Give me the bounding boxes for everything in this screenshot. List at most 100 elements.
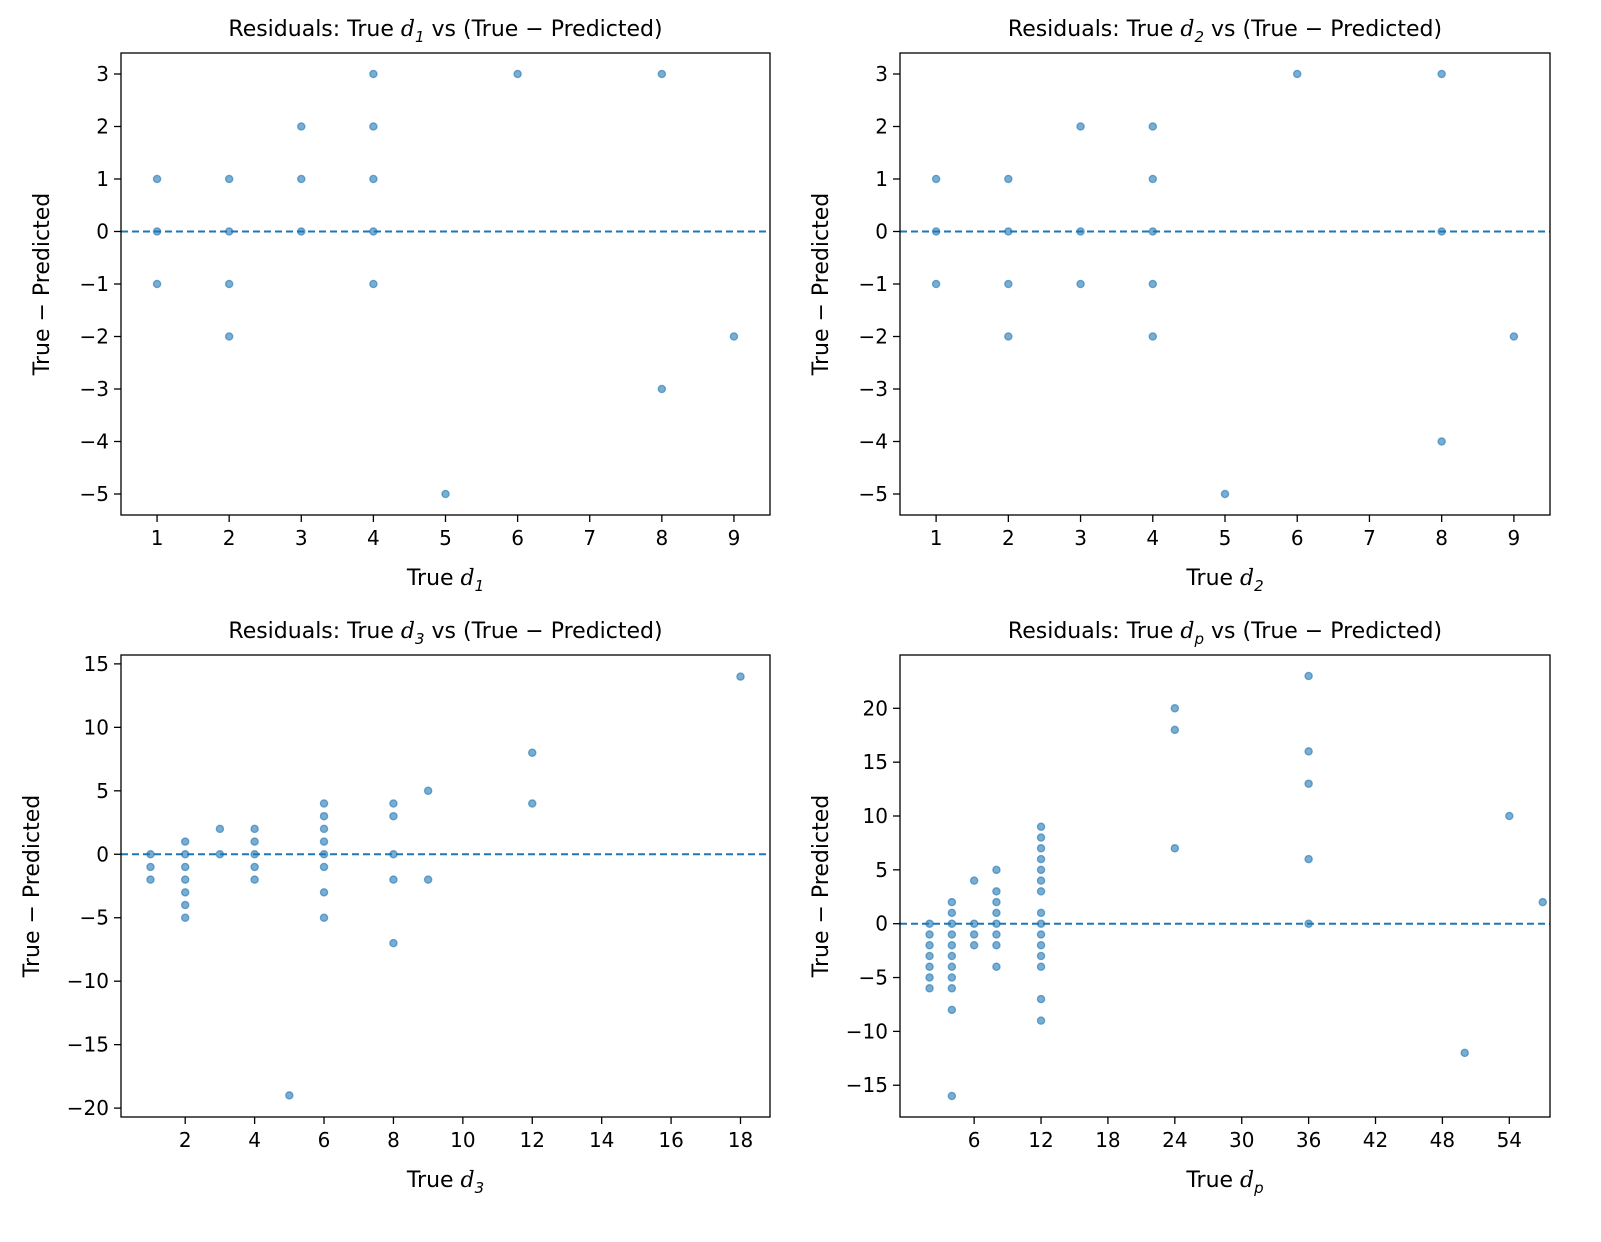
data-point <box>992 887 1001 896</box>
chart-title-variable: d <box>401 17 415 42</box>
chart-title-prefix: Residuals: True <box>1008 17 1181 42</box>
data-point <box>947 919 957 928</box>
chart-title-suffix: vs (True − Predicted) <box>1204 619 1442 644</box>
axes-frame <box>899 52 1551 516</box>
x-tick-label: 54 <box>1497 1128 1522 1152</box>
data-point <box>925 951 934 961</box>
y-tick-label: −1 <box>80 272 109 296</box>
data-point <box>992 940 1001 950</box>
data-point <box>369 279 378 289</box>
chart-title-variable: d <box>1180 17 1194 42</box>
data-point <box>215 824 225 834</box>
x-tick-label: 5 <box>1219 526 1232 550</box>
data-point <box>250 837 259 846</box>
chart-title-variable: d <box>401 619 415 644</box>
x-axis-label-subscript: 3 <box>475 1179 485 1197</box>
data-point <box>1036 822 1046 832</box>
x-tick-label: 2 <box>223 526 236 550</box>
y-tick-label: −3 <box>80 377 109 401</box>
x-tick-label: 6 <box>511 526 524 550</box>
data-point <box>931 279 941 289</box>
data-point <box>369 174 378 184</box>
data-point <box>180 888 190 897</box>
y-tick-label: −3 <box>859 377 888 401</box>
data-point <box>1460 1048 1469 1058</box>
data-point <box>1036 919 1046 928</box>
data-point <box>1304 747 1313 756</box>
data-point <box>925 962 934 972</box>
x-axis-label-prefix: True <box>406 566 461 591</box>
data-point <box>1036 962 1046 972</box>
data-point <box>947 962 957 972</box>
chart-title: Residuals: True d2 vs (True − Predicted) <box>1008 17 1442 46</box>
x-tick-label: 10 <box>450 1128 475 1152</box>
y-axis-label: True − Predicted <box>30 193 55 376</box>
chart-title-subscript: p <box>1194 630 1205 648</box>
chart-title-suffix: vs (True − Predicted) <box>1204 17 1442 42</box>
x-axis-label: True dp <box>1185 1168 1263 1197</box>
x-tick-label: 8 <box>387 1128 400 1152</box>
data-point <box>319 862 329 872</box>
data-point <box>1004 279 1013 289</box>
chart-panel-1: 1 2 3 4 5 6 7 8 9 −5 −4 −3 −2 −1 0 1 2 3 Residuals: True d… <box>30 17 771 595</box>
x-tick-label: 30 <box>1229 1128 1254 1152</box>
data-point <box>1036 940 1046 950</box>
x-axis-label-subscript: p <box>1253 1179 1264 1197</box>
data-point <box>1292 69 1302 79</box>
chart-title-variable: d <box>1180 619 1194 644</box>
chart-title-prefix: Residuals: True <box>228 619 401 644</box>
data-point <box>1304 854 1313 864</box>
data-point <box>224 332 234 341</box>
chart-title-prefix: Residuals: True <box>228 17 401 42</box>
data-point <box>1437 437 1446 446</box>
data-point <box>528 799 537 808</box>
data-point <box>947 951 957 961</box>
axes-frame <box>120 654 771 1118</box>
data-point <box>180 913 190 922</box>
y-tick-label: −5 <box>80 482 109 506</box>
data-point <box>657 69 667 79</box>
chart-title-subscript: 2 <box>1194 28 1204 46</box>
data-point <box>1036 908 1046 918</box>
x-axis-label-prefix: True <box>406 1168 461 1193</box>
data-point <box>1437 69 1446 79</box>
data-point <box>250 862 259 872</box>
data-point <box>152 227 162 236</box>
data-point <box>297 174 306 184</box>
y-tick-label: −20 <box>67 1096 109 1120</box>
y-tick-label: 20 <box>863 696 888 720</box>
data-point <box>947 897 957 907</box>
data-point <box>369 227 378 236</box>
data-point <box>1036 994 1046 1004</box>
data-point <box>969 940 979 950</box>
y-tick-label: 0 <box>875 220 888 244</box>
x-tick-label: 2 <box>1002 526 1015 550</box>
x-axis-label-prefix: True <box>1185 566 1240 591</box>
x-tick-label: 2 <box>179 1128 192 1152</box>
data-point <box>180 875 190 884</box>
data-point <box>1505 811 1514 821</box>
x-tick-label: 3 <box>295 526 308 550</box>
y-axis-label: True − Predicted <box>809 795 834 978</box>
data-point <box>369 122 378 131</box>
data-point <box>1148 332 1158 341</box>
y-tick-label: −5 <box>80 906 109 930</box>
data-point <box>931 174 941 184</box>
y-axis-label: True − Predicted <box>809 193 834 376</box>
data-point <box>947 1005 957 1015</box>
chart-panel-4: 6 12 18 24 30 36 42 48 54 −15 −10 −5 0 5 10 15 20 Residua… <box>809 619 1551 1197</box>
data-point <box>1509 332 1519 341</box>
data-point <box>1437 227 1446 236</box>
data-point <box>250 875 259 884</box>
x-tick-label: 14 <box>589 1128 614 1152</box>
x-tick-label: 4 <box>248 1128 261 1152</box>
x-axis-label: True d1 <box>406 566 484 595</box>
data-point <box>224 174 234 184</box>
data-point <box>319 850 329 859</box>
data-point <box>297 227 306 236</box>
x-axis-label-prefix: True <box>1185 1168 1240 1193</box>
y-tick-label: 2 <box>875 115 888 139</box>
chart-panel-2: 1 2 3 4 5 6 7 8 9 −5 −4 −3 −2 −1 0 1 2 3 Residuals: True d… <box>809 17 1551 595</box>
y-tick-label: −4 <box>859 430 888 454</box>
x-tick-label: 6 <box>318 1128 331 1152</box>
